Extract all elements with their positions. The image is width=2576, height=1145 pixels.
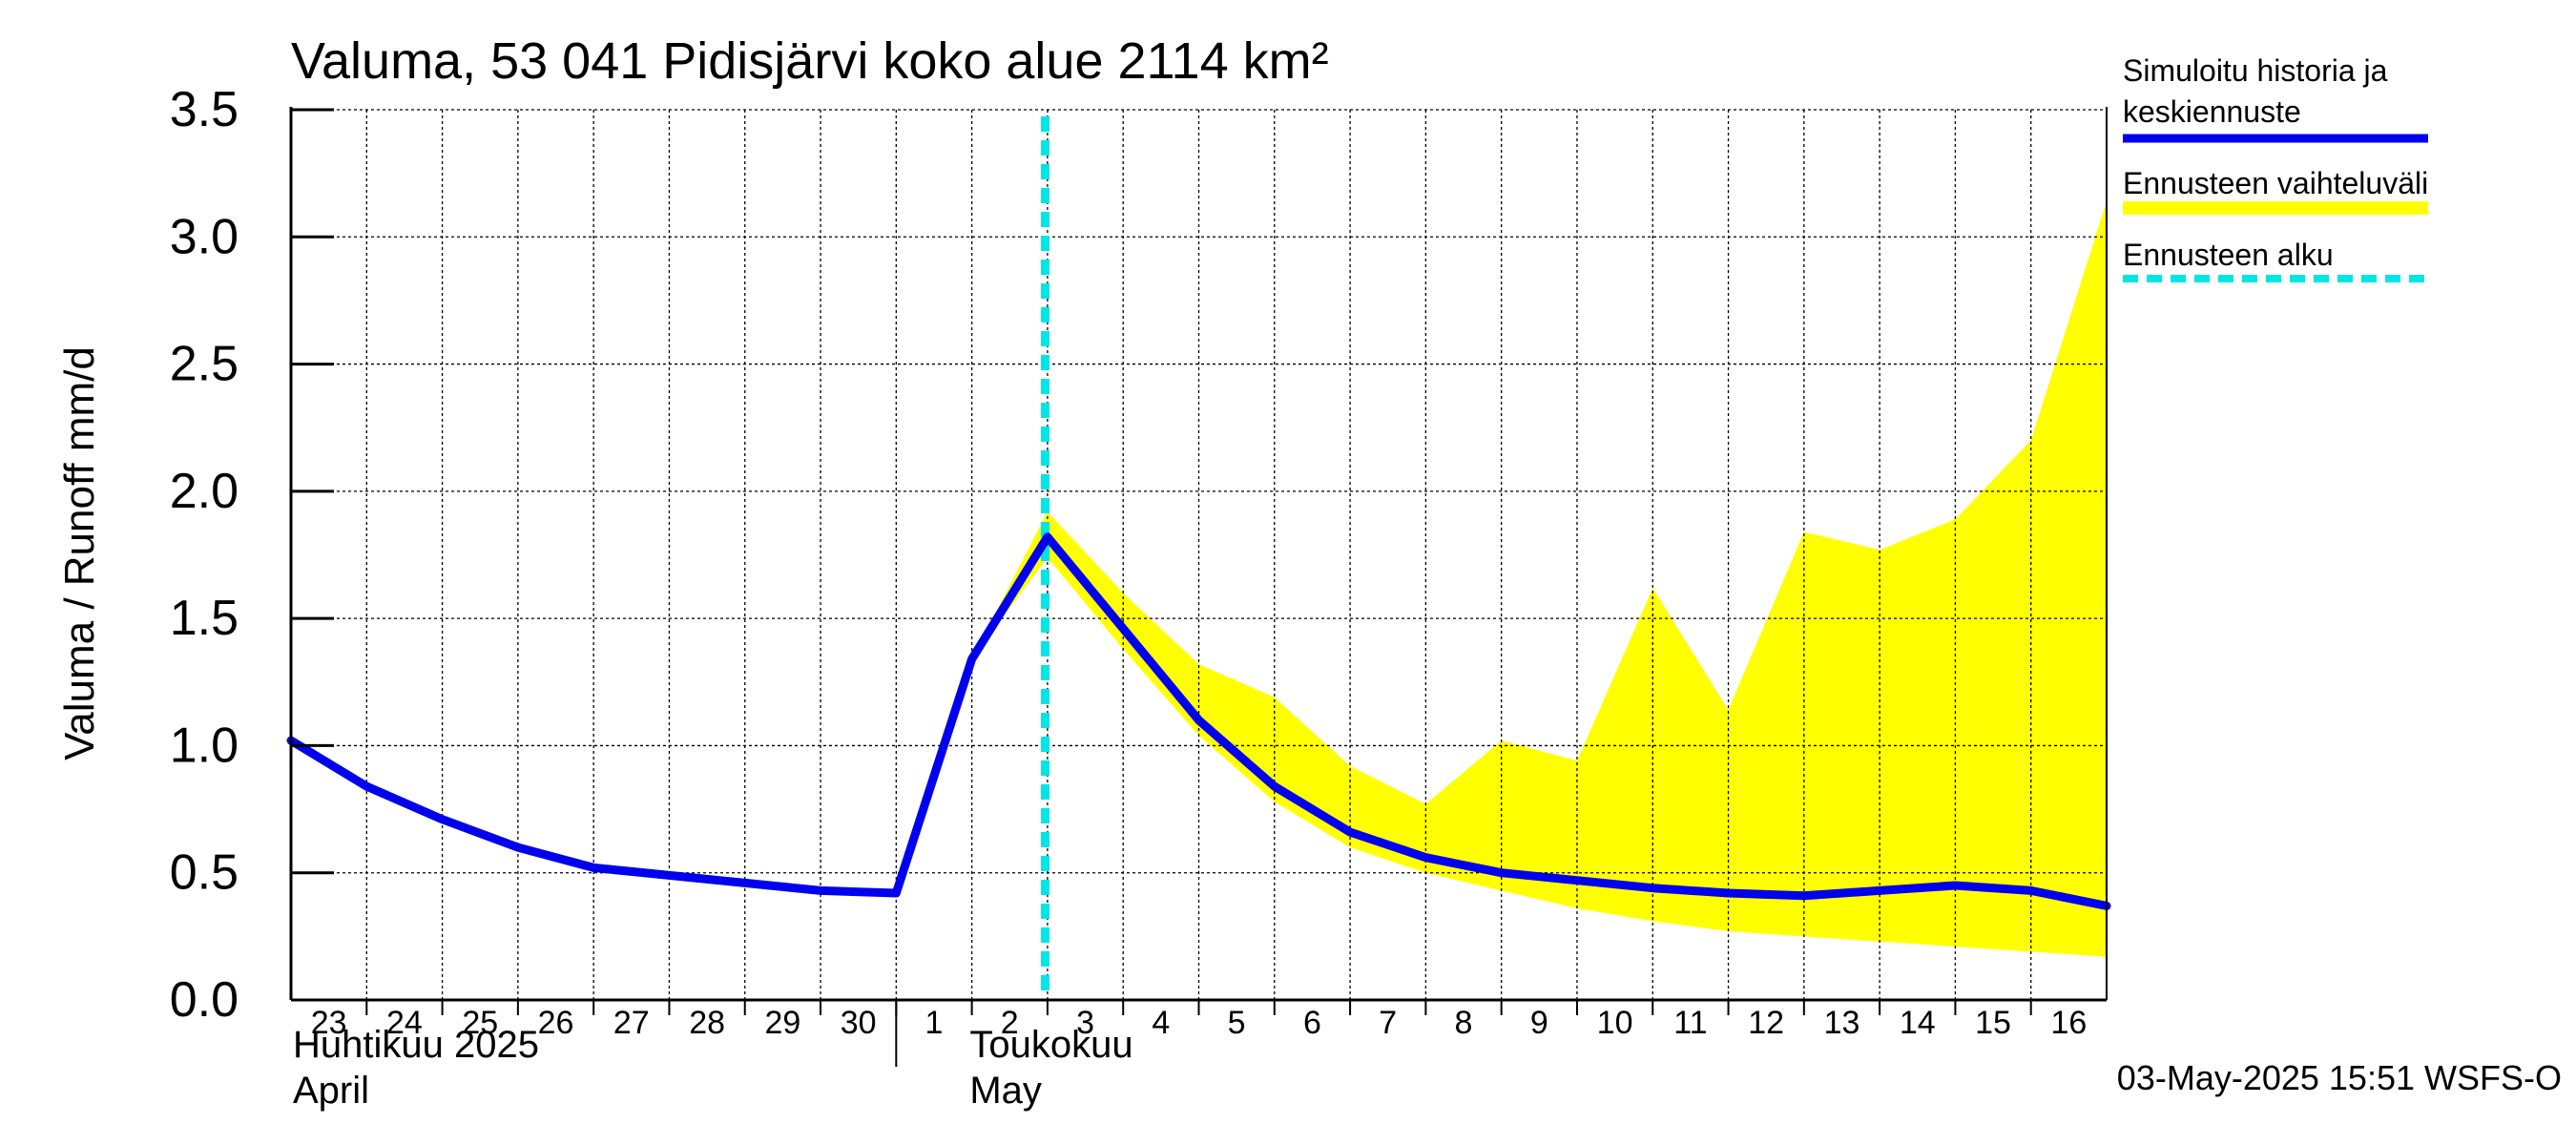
forecast-range-band	[971, 201, 2107, 957]
runoff-data-point	[1424, 857, 1426, 859]
runoff-data-point	[1122, 628, 1124, 630]
runoff-data-point	[1954, 885, 1956, 886]
y-tick-label: 1.0	[170, 718, 239, 773]
runoff-data-point	[1803, 895, 1805, 897]
x-day-label: 11	[1673, 1005, 1707, 1041]
runoff-data-point	[1198, 719, 1199, 721]
x-day-label: 4	[1152, 1005, 1170, 1041]
runoff-data-point	[971, 658, 973, 660]
y-axis-label: Valuma / Runoff mm/d	[56, 346, 103, 760]
x-day-label: 1	[925, 1005, 944, 1041]
runoff-data-point	[517, 846, 519, 848]
y-tick-label: 0.0	[170, 972, 239, 1028]
runoff-data-point	[1501, 872, 1503, 874]
x-day-label: 29	[764, 1005, 800, 1041]
y-tick-label: 2.5	[170, 337, 239, 392]
y-tick-label: 0.5	[170, 845, 239, 901]
legend-label: Ennusteen alku	[2123, 238, 2334, 272]
x-day-label: 7	[1379, 1005, 1397, 1041]
runoff-data-point	[895, 892, 897, 894]
y-tick-label: 2.0	[170, 464, 239, 519]
footer-timestamp: 03-May-2025 15:51 WSFS-O	[2117, 1058, 2562, 1097]
x-day-label: 9	[1530, 1005, 1548, 1041]
legend-label: keskiennuste	[2123, 94, 2301, 129]
runoff-data-point	[442, 819, 444, 821]
runoff-data-point	[365, 785, 367, 787]
runoff-data-point	[1576, 880, 1578, 882]
x-day-label: 28	[689, 1005, 725, 1041]
legend-label: Simuloitu historia ja	[2123, 53, 2388, 88]
x-day-label: 27	[613, 1005, 650, 1041]
x-month-label: Huhtikuu 2025	[293, 1024, 539, 1066]
runoff-data-point	[2030, 889, 2032, 891]
x-day-label: 13	[1824, 1005, 1860, 1041]
y-tick-label: 3.5	[170, 82, 239, 137]
x-day-label: 15	[1975, 1005, 2011, 1041]
x-day-label: 3	[1076, 1005, 1094, 1041]
x-day-label: 5	[1228, 1005, 1246, 1041]
runoff-data-point	[669, 874, 670, 876]
x-day-label: 8	[1455, 1005, 1473, 1041]
x-day-label: 23	[311, 1005, 347, 1041]
x-day-label: 2	[1001, 1005, 1019, 1041]
x-month-label-english: May	[969, 1070, 1042, 1112]
runoff-data-point	[592, 866, 594, 868]
y-tick-label: 1.5	[170, 591, 239, 646]
x-day-label: 14	[1900, 1005, 1936, 1041]
x-day-label: 6	[1303, 1005, 1321, 1041]
runoff-data-point	[1047, 536, 1049, 538]
runoff-data-point	[744, 882, 746, 884]
runoff-data-point	[1728, 892, 1729, 894]
x-day-label: 25	[462, 1005, 498, 1041]
x-month-label-english: April	[293, 1070, 369, 1112]
runoff-data-point	[1274, 785, 1276, 787]
runoff-data-point	[1652, 887, 1653, 889]
x-day-label: 10	[1597, 1005, 1633, 1041]
x-month-label: Toukokuu	[969, 1024, 1132, 1066]
x-day-label: 12	[1748, 1005, 1784, 1041]
legend-label: Ennusteen vaihteluväli	[2123, 166, 2428, 200]
chart-title: Valuma, 53 041 Pidisjärvi koko alue 2114…	[291, 32, 1329, 90]
x-day-label: 16	[2050, 1005, 2087, 1041]
x-day-label: 30	[841, 1005, 877, 1041]
y-tick-label: 3.0	[170, 209, 239, 264]
x-day-label: 26	[538, 1005, 574, 1041]
runoff-data-point	[1349, 831, 1351, 833]
x-day-label: 24	[386, 1005, 423, 1041]
